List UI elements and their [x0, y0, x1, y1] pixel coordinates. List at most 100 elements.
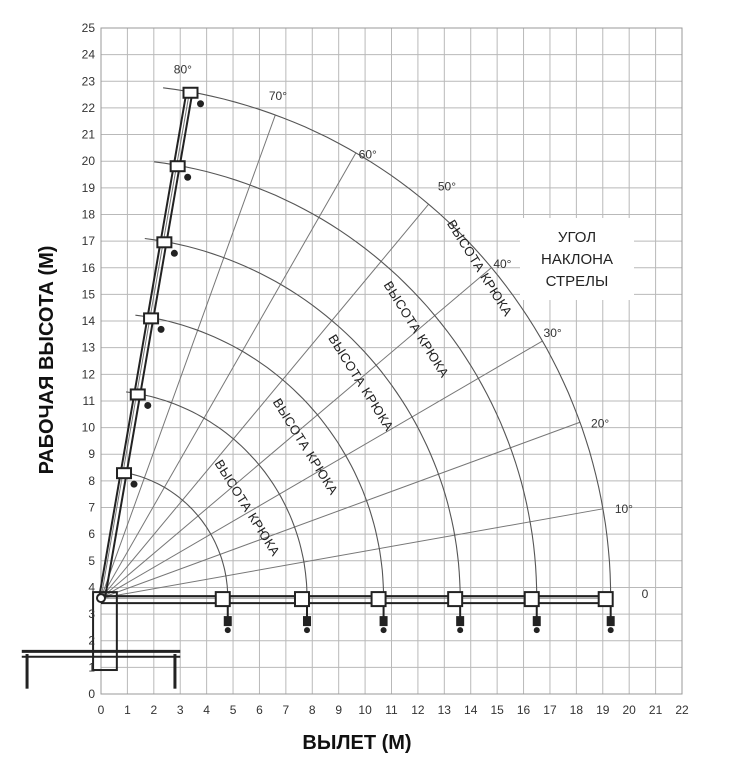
angle-label: 50°	[438, 180, 456, 194]
x-tick-label: 16	[517, 703, 531, 717]
y-tick-label: 17	[82, 234, 96, 248]
y-tick-label: 16	[82, 261, 96, 275]
y-tick-label: 15	[82, 287, 96, 301]
x-axis-title: ВЫЛЕТ (М)	[302, 732, 411, 754]
y-tick-label: 23	[82, 74, 96, 88]
crane-column	[92, 591, 118, 672]
raised-boom-hook	[197, 100, 205, 108]
y-tick-label: 21	[82, 128, 96, 142]
x-tick-label: 4	[203, 703, 210, 717]
legend-line-1: УГОЛ	[558, 229, 596, 246]
hook-block	[532, 616, 541, 627]
raised-boom-hook	[184, 173, 192, 181]
angle-ray	[100, 91, 191, 599]
x-tick-label: 8	[309, 703, 316, 717]
raised-boom-hook	[170, 249, 178, 257]
x-tick-label: 11	[385, 703, 398, 717]
angle-labels: 80° 70° 60° 50° 40° 30° 20° 10° 0	[174, 62, 649, 601]
raised-boom-section-head	[116, 467, 133, 480]
grid	[100, 27, 683, 695]
y-axis-title: РАБОЧАЯ ВЫСОТА (М)	[36, 246, 58, 475]
angle-ray	[100, 421, 581, 599]
y-tick-label: 19	[82, 181, 96, 195]
y-tick-label: 25	[82, 21, 96, 35]
raised-boom-hook	[130, 480, 138, 488]
x-tick-label: 20	[623, 703, 637, 717]
hook	[224, 627, 231, 634]
y-tick-label: 22	[82, 101, 96, 115]
reach-arc	[116, 470, 229, 599]
reach-arc	[135, 314, 385, 599]
y-tick-label: 7	[88, 501, 95, 515]
hook-block	[456, 616, 465, 627]
angle-label: 0	[642, 587, 649, 601]
raised-boom-line	[104, 91, 194, 599]
raised-boom-section-head	[169, 160, 186, 173]
horizontal-boom-section-head	[370, 591, 387, 608]
y-tick-label: 12	[82, 367, 96, 381]
raised-boom-section-head	[156, 236, 173, 249]
hook	[533, 627, 540, 634]
angle-ray	[100, 267, 492, 599]
x-tick-label: 9	[335, 703, 342, 717]
x-tick-label: 19	[596, 703, 610, 717]
horizontal-boom-section-head	[523, 591, 540, 608]
x-tick-label: 2	[150, 703, 157, 717]
reach-arcs	[116, 87, 612, 599]
y-tick-label: 10	[82, 421, 96, 435]
x-tick-label: 1	[124, 703, 131, 717]
y-tick-label: 24	[82, 48, 96, 62]
hook-block	[302, 616, 311, 627]
x-tick-label: 13	[438, 703, 452, 717]
y-tick-label: 18	[82, 207, 96, 221]
axis-ticks: 0 1 2 3 4 5 6 7 8 9 10 11 12 13 14 15 16 17 18 19 20 21 220123…	[82, 21, 689, 717]
y-tick-label: 13	[82, 341, 96, 355]
y-tick-label: 11	[83, 394, 96, 408]
angle-label: 20°	[591, 417, 609, 431]
angle-label: 10°	[615, 502, 633, 516]
angle-ray	[100, 114, 276, 599]
boom-pivot	[96, 593, 106, 604]
x-tick-label: 7	[283, 703, 290, 717]
hook-block	[223, 616, 232, 627]
x-tick-label: 12	[411, 703, 425, 717]
y-tick-label: 20	[82, 154, 96, 168]
raised-boom-hook	[157, 325, 165, 333]
y-tick-label: 3	[88, 607, 95, 621]
x-tick-label: 15	[490, 703, 504, 717]
reach-arc	[154, 161, 538, 599]
x-tick-label: 0	[98, 703, 105, 717]
angle-label: 30°	[544, 326, 562, 340]
crane-drawing	[21, 86, 615, 689]
raised-boom-section-head	[129, 388, 146, 401]
y-tick-label: 2	[88, 634, 95, 648]
x-tick-label: 22	[675, 703, 689, 717]
hook-block	[606, 616, 615, 627]
x-tick-label: 3	[177, 703, 184, 717]
x-tick-label: 10	[358, 703, 372, 717]
reach-arc	[163, 87, 612, 599]
hook-height-label: ВЫСОТА КРЮКА	[325, 332, 396, 434]
y-tick-label: 4	[88, 580, 95, 594]
horizontal-boom-section-head	[214, 591, 231, 608]
y-tick-label: 5	[88, 554, 95, 568]
y-tick-label: 8	[88, 474, 95, 488]
y-tick-label: 0	[88, 687, 95, 701]
legend-box	[520, 218, 634, 300]
horizontal-boom-section-head	[293, 591, 310, 608]
y-tick-label: 1	[88, 660, 95, 674]
x-tick-label: 21	[649, 703, 663, 717]
y-tick-label: 6	[88, 527, 95, 541]
horizontal-boom-section-head	[447, 591, 464, 608]
x-tick-label: 17	[543, 703, 557, 717]
angle-ray	[100, 340, 543, 599]
y-tick-label: 14	[82, 314, 96, 328]
legend-line-2: НАКЛОНА	[541, 251, 613, 268]
hook	[457, 627, 464, 634]
reach-arc	[144, 237, 461, 599]
angle-label: 70°	[269, 89, 287, 103]
angle-ray	[100, 508, 604, 599]
x-tick-label: 6	[256, 703, 263, 717]
angle-ray	[100, 203, 430, 599]
